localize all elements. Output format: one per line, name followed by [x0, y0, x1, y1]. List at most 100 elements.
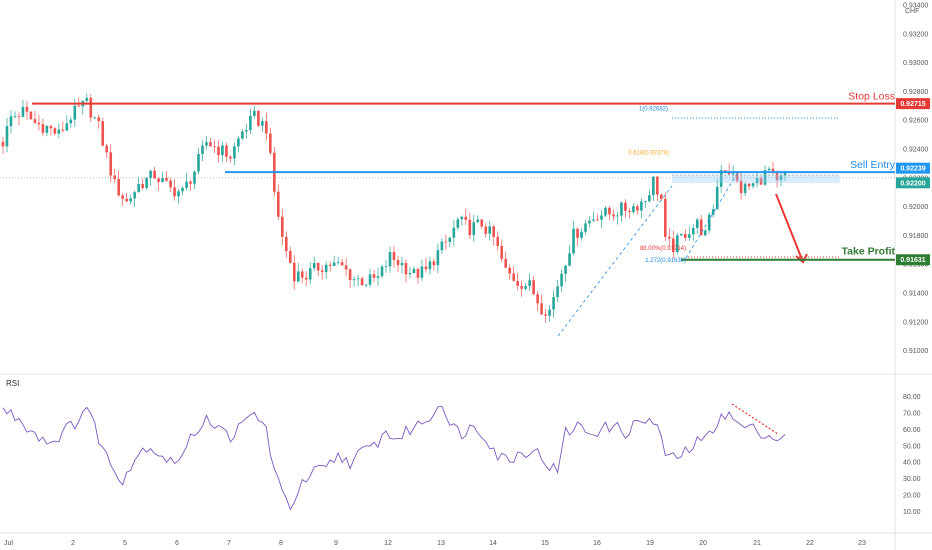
- candle-body: [229, 156, 232, 159]
- candle-body: [711, 209, 715, 215]
- candle-body: [460, 216, 464, 220]
- candle-body: [480, 219, 484, 227]
- candle-body: [316, 263, 320, 271]
- candle-body: [620, 202, 623, 216]
- candle-body: [13, 116, 17, 117]
- candle-body: [504, 258, 508, 268]
- candle-body: [205, 142, 208, 146]
- candle-body: [37, 122, 41, 125]
- candle-body: [41, 124, 45, 133]
- candle-body: [292, 262, 296, 282]
- rsi-tick-label: 30.00: [903, 476, 921, 483]
- time-tick-label: 22: [806, 540, 814, 547]
- candle-body: [548, 309, 551, 316]
- time-tick-label: 16: [593, 540, 601, 547]
- candle-body: [225, 145, 228, 157]
- candle-body: [177, 191, 180, 197]
- candle-body: [269, 133, 272, 153]
- price-tick-label: 0.91200: [903, 319, 928, 326]
- candle-body: [296, 271, 300, 282]
- candle-body: [25, 106, 29, 112]
- candle-body: [416, 268, 420, 278]
- candle-body: [261, 121, 264, 126]
- candle-body: [153, 170, 156, 179]
- rsi-tick-label: 70.00: [903, 410, 921, 417]
- candle-body: [715, 186, 719, 210]
- candle-body: [731, 173, 735, 175]
- candle-body: [552, 297, 555, 310]
- candle-body: [564, 265, 567, 274]
- fib-guide-1: [557, 185, 673, 337]
- candle-body: [17, 116, 21, 117]
- current-price-badge: [896, 177, 930, 189]
- candle-body: [380, 266, 384, 277]
- time-tick-label: 15: [541, 540, 549, 547]
- time-tick-label: 23: [858, 540, 866, 547]
- candle-body: [89, 97, 93, 118]
- candle-body: [520, 285, 523, 289]
- rsi-tick-label: 50.00: [903, 443, 921, 450]
- candle-body: [679, 233, 683, 236]
- candle-body: [580, 231, 583, 238]
- candle-body: [544, 314, 547, 316]
- candle-body: [101, 121, 105, 146]
- candle-body: [652, 176, 655, 196]
- candle-body: [556, 286, 559, 298]
- candle-body: [536, 294, 539, 304]
- candle-body: [671, 238, 675, 253]
- candle-body: [257, 110, 260, 126]
- candle-body: [5, 126, 9, 147]
- candle-body: [743, 183, 747, 193]
- candle-body: [656, 176, 659, 195]
- candle-body: [771, 168, 775, 172]
- candle-body: [540, 303, 543, 315]
- candle-body: [683, 233, 687, 238]
- rsi-axis-ticks: 80.00 70.00 60.00 50.00 40.00 30.00 20.00 10.00: [903, 394, 921, 516]
- sell-entry-badge-text: 0.92239: [900, 166, 925, 173]
- candle-body: [45, 126, 49, 133]
- candle-body: [432, 261, 436, 266]
- currency-label: CHF: [905, 8, 919, 15]
- candle-body: [492, 226, 496, 237]
- candle-body: [572, 228, 575, 254]
- take-profit-badge-text: 0.91631: [900, 257, 925, 264]
- price-tick-label: 0.93400: [903, 3, 928, 10]
- candle-body: [245, 130, 248, 132]
- candle-body: [592, 219, 595, 221]
- time-tick-label: 13: [437, 540, 445, 547]
- candle-body: [484, 226, 488, 234]
- trade-annotations: [557, 117, 840, 337]
- candle-body: [241, 131, 244, 139]
- candles-series: [1, 93, 787, 323]
- candle-body: [284, 236, 288, 252]
- candle-body: [496, 236, 500, 246]
- candle-body: [324, 264, 328, 273]
- time-tick-label: 8: [279, 540, 283, 547]
- candle-body: [735, 173, 739, 181]
- candle-body: [508, 267, 512, 274]
- stop-loss-label: Stop Loss: [848, 91, 895, 103]
- candle-body: [125, 198, 128, 202]
- candle-body: [388, 252, 392, 267]
- candle-body: [157, 178, 160, 182]
- candle-body: [648, 195, 651, 202]
- time-tick-label: 14: [489, 540, 497, 547]
- fib-0618-label: 0.618(0.92374): [628, 151, 669, 157]
- time-tick-label: 19: [646, 540, 654, 547]
- candle-body: [97, 117, 101, 122]
- candle-body: [328, 264, 332, 266]
- candle-body: [524, 286, 527, 289]
- candle-body: [197, 154, 200, 172]
- candle-body: [624, 202, 627, 211]
- candle-body: [9, 116, 13, 127]
- candle-body: [137, 183, 140, 193]
- candle-body: [779, 175, 783, 181]
- candle-body: [344, 265, 348, 270]
- candle-body: [129, 198, 132, 202]
- candle-body: [667, 236, 671, 239]
- candle-body: [265, 121, 268, 134]
- candle-body: [464, 216, 468, 220]
- candle-body: [755, 178, 759, 184]
- candle-body: [608, 207, 611, 215]
